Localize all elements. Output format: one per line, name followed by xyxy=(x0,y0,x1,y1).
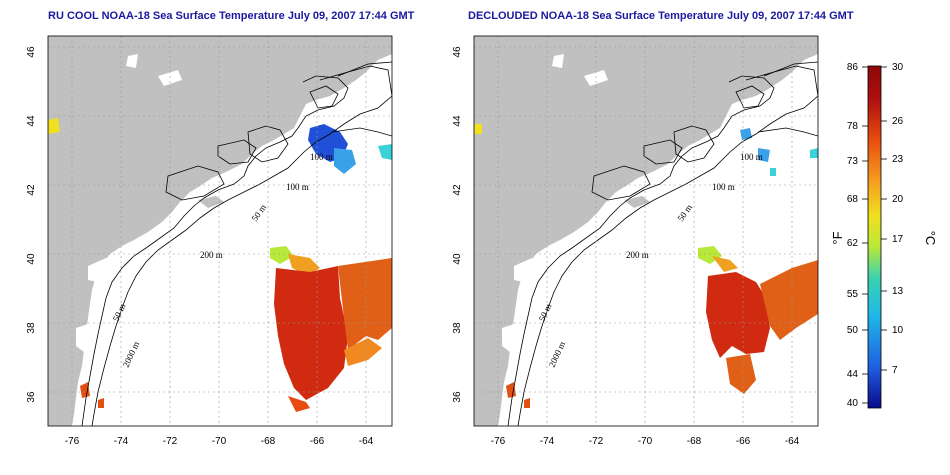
lon-tick-right-5: -66 xyxy=(736,436,751,447)
lon-tick-left-3: -70 xyxy=(212,436,227,447)
lon-tick-left-5: -66 xyxy=(310,436,325,447)
lat-tick-left-5: 36 xyxy=(26,391,37,403)
f-tick-2: 73 xyxy=(847,156,859,167)
contour-label-left-1: 100 m xyxy=(286,182,309,192)
c-tick-3: 20 xyxy=(892,194,904,205)
f-tick-0: 86 xyxy=(847,62,859,73)
c-tick-1: 26 xyxy=(892,116,904,127)
lon-tick-left-0: -76 xyxy=(65,436,80,447)
lon-tick-left-2: -72 xyxy=(163,436,178,447)
lon-tick-right-1: -74 xyxy=(540,436,555,447)
f-tick-5: 55 xyxy=(847,289,859,300)
c-tick-2: 23 xyxy=(892,154,904,165)
lat-axis-left: 46 44 42 40 38 36 xyxy=(26,46,37,403)
contour-label-left-4: 50 m xyxy=(111,302,128,323)
lat-tick-left-3: 40 xyxy=(26,253,37,265)
contour-label-right-1: 100 m xyxy=(712,182,735,192)
contour-label-left-5: 2000 m xyxy=(121,340,142,369)
lon-tick-right-0: -76 xyxy=(491,436,506,447)
lat-tick-right-1: 44 xyxy=(452,115,463,127)
colorbar: 86 78 73 68 62 55 50 44 40 30 26 23 20 1… xyxy=(830,62,938,409)
map-title-left: RU COOL NOAA-18 Sea Surface Temperature … xyxy=(48,10,415,22)
contour-label-left-3: 200 m xyxy=(200,250,223,260)
contour-label-right-2: 50 m xyxy=(675,202,694,223)
lat-tick-right-0: 46 xyxy=(452,46,463,58)
f-tick-6: 50 xyxy=(847,325,859,336)
contour-label-right-4: 50 m xyxy=(537,302,554,323)
map-panel-right: 100 m 100 m 50 m 200 m 50 m 2000 m 46 44… xyxy=(452,35,819,447)
lat-tick-right-2: 42 xyxy=(452,184,463,196)
colorbar-unit-f: °F xyxy=(830,231,845,244)
lon-axis-left: -76 -74 -72 -70 -68 -66 -64 xyxy=(65,436,374,447)
lat-tick-right-3: 40 xyxy=(452,253,463,265)
colorbar-f-ticks: 86 78 73 68 62 55 50 44 40 xyxy=(847,62,868,409)
lon-tick-right-3: -70 xyxy=(638,436,653,447)
c-tick-7: 7 xyxy=(892,365,898,376)
lat-tick-left-0: 46 xyxy=(26,46,37,58)
colorbar-c-ticks: 30 26 23 20 17 13 10 7 xyxy=(881,62,904,376)
contour-label-right-5: 2000 m xyxy=(547,340,568,369)
lon-tick-left-1: -74 xyxy=(114,436,129,447)
contour-label-left-2: 50 m xyxy=(249,202,268,223)
colorbar-unit-c: °C xyxy=(923,231,938,246)
lon-tick-left-4: -68 xyxy=(261,436,276,447)
c-tick-5: 13 xyxy=(892,286,904,297)
map-title-right: DECLOUDED NOAA-18 Sea Surface Temperatur… xyxy=(468,10,854,22)
lon-axis-right: -76 -74 -72 -70 -68 -66 -64 xyxy=(491,436,800,447)
c-tick-0: 30 xyxy=(892,62,904,73)
lat-axis-right: 46 44 42 40 38 36 xyxy=(452,46,463,403)
lat-tick-left-2: 42 xyxy=(26,184,37,196)
contour-label-right-3: 200 m xyxy=(626,250,649,260)
f-tick-1: 78 xyxy=(847,121,859,132)
lat-tick-left-4: 38 xyxy=(26,322,37,334)
f-tick-4: 62 xyxy=(847,238,859,249)
lon-tick-right-6: -64 xyxy=(785,436,800,447)
f-tick-3: 68 xyxy=(847,194,859,205)
lon-tick-right-4: -68 xyxy=(687,436,702,447)
lat-tick-left-1: 44 xyxy=(26,115,37,127)
lat-tick-right-5: 36 xyxy=(452,391,463,403)
contour-label-right-0: 100 m xyxy=(740,152,763,162)
lon-tick-left-6: -64 xyxy=(359,436,374,447)
map-panel-left: 100 m 100 m 50 m 200 m 50 m 2000 m 46 44… xyxy=(26,35,393,447)
sst-patches-left xyxy=(48,118,392,412)
c-tick-6: 10 xyxy=(892,325,904,336)
c-tick-4: 17 xyxy=(892,234,904,245)
f-tick-8: 40 xyxy=(847,398,859,409)
lon-tick-right-2: -72 xyxy=(589,436,604,447)
f-tick-7: 44 xyxy=(847,369,859,380)
colorbar-gradient xyxy=(867,65,882,409)
lat-tick-right-4: 38 xyxy=(452,322,463,334)
contour-label-left-0: 100 m xyxy=(310,152,333,162)
